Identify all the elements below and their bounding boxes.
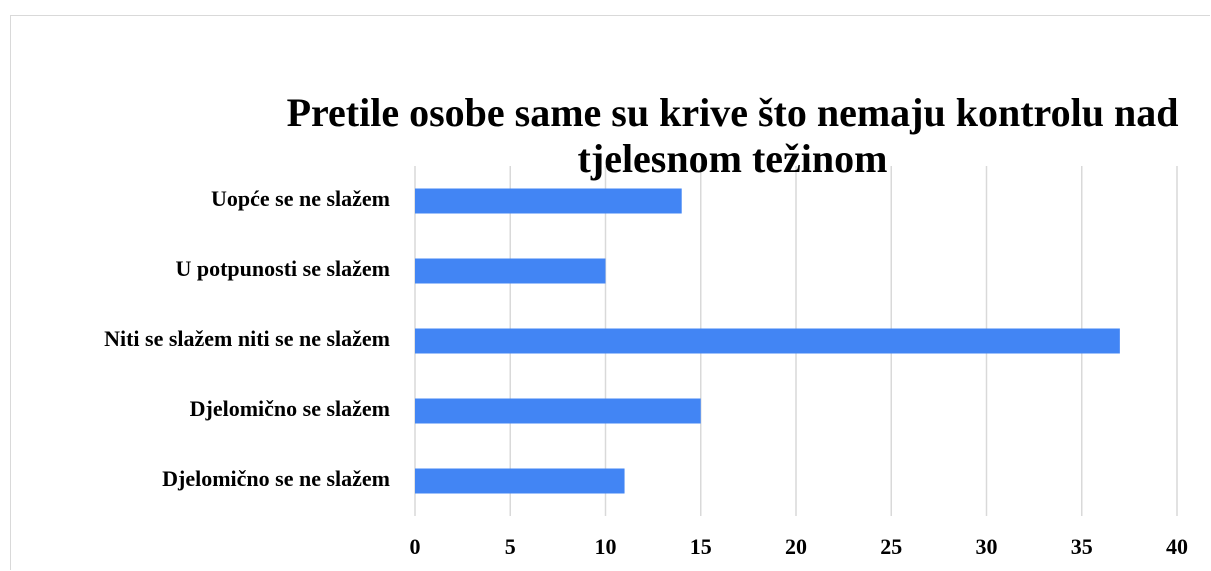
y-tick-label: Djelomično se ne slažem xyxy=(162,466,390,491)
y-tick-label: Uopće se ne slažem xyxy=(211,186,390,211)
x-tick-label: 30 xyxy=(976,534,998,559)
y-tick-label: U potpunosti se slažem xyxy=(175,256,390,281)
chart-frame xyxy=(10,15,1210,570)
x-tick-label: 15 xyxy=(690,534,712,559)
y-tick-label: Niti se slažem niti se ne slažem xyxy=(104,326,390,351)
bar xyxy=(415,258,606,284)
x-tick-label: 20 xyxy=(785,534,807,559)
x-tick-label: 40 xyxy=(1166,534,1188,559)
y-tick-label: Djelomično se slažem xyxy=(190,396,390,421)
x-tick-label: 35 xyxy=(1071,534,1093,559)
bar xyxy=(415,468,625,494)
bar xyxy=(415,328,1120,354)
x-tick-label: 25 xyxy=(880,534,902,559)
x-tick-label: 5 xyxy=(505,534,516,559)
bar xyxy=(415,398,701,424)
bar xyxy=(415,188,682,214)
chart-title: Pretile osobe same su krive što nemaju k… xyxy=(286,90,1179,181)
x-tick-label: 10 xyxy=(595,534,617,559)
x-tick-label: 0 xyxy=(410,534,421,559)
